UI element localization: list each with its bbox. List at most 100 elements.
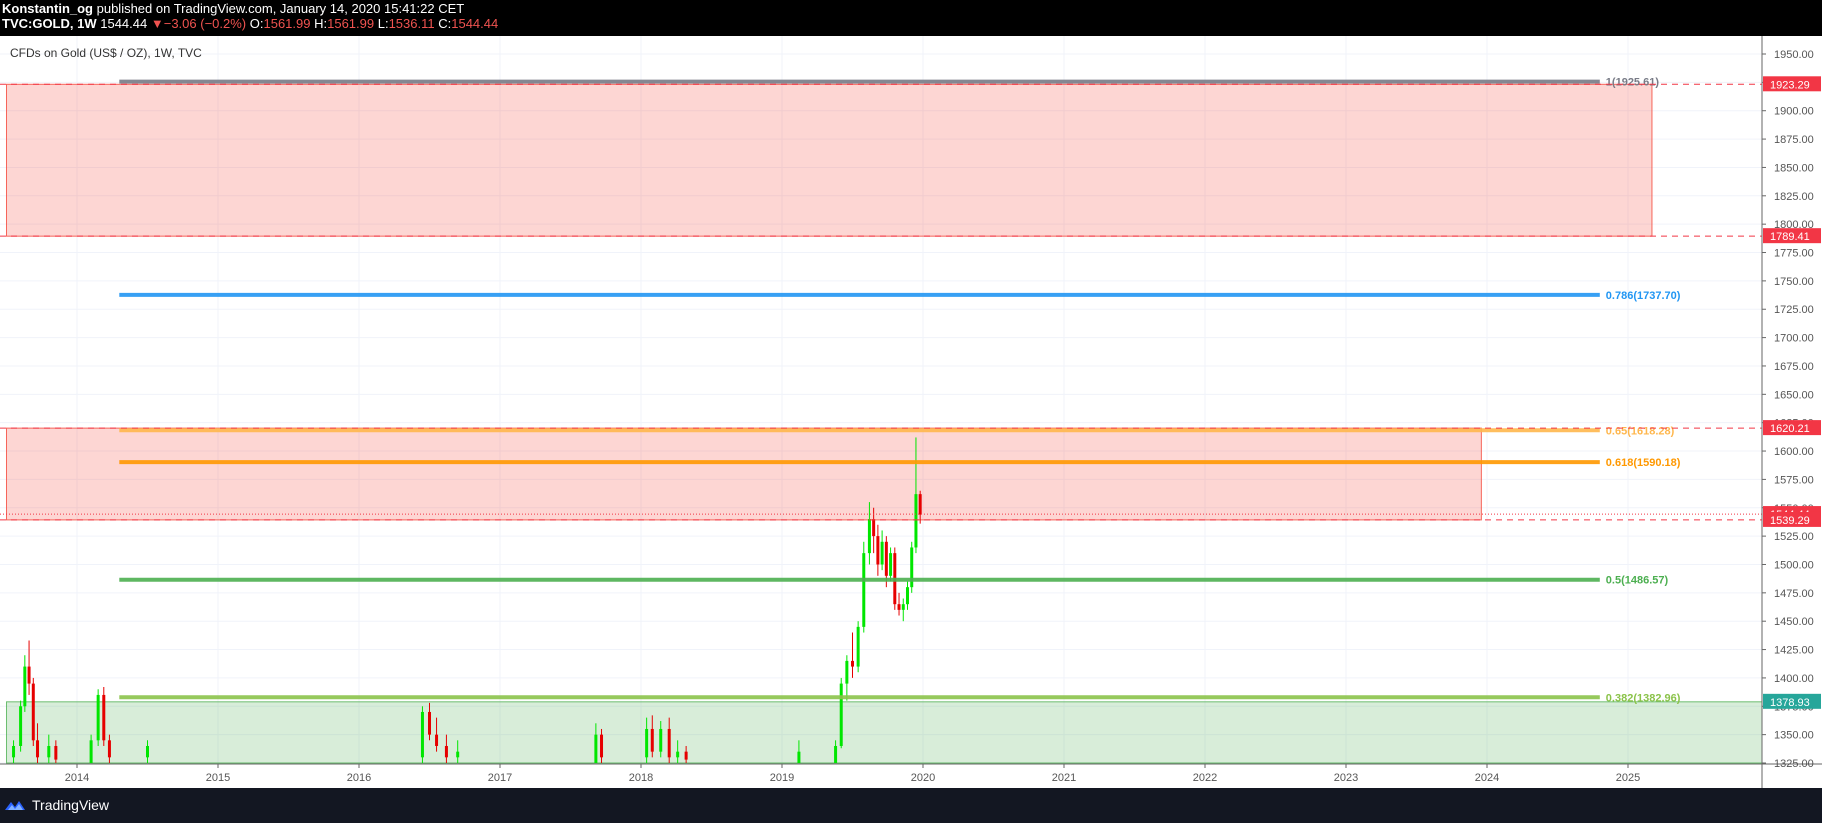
x-tick-label: 2016 xyxy=(347,772,371,784)
fib-label-5: 0.382(1382.96) xyxy=(1606,692,1681,704)
price-chart[interactable]: 1(1925.61) 0.786(1737.70) 0.65(1618.28) 0.6… xyxy=(0,36,1822,788)
candle-body xyxy=(47,745,51,758)
x-tick-label: 2023 xyxy=(1334,772,1358,784)
chart-title: CFDs on Gold (US$ / OZ), 1W, TVC xyxy=(10,46,202,60)
candle-body xyxy=(905,587,909,605)
zone-box-1 xyxy=(6,427,1482,521)
y-tick-label: 1875.00 xyxy=(1774,134,1814,146)
x-tick-label: 2015 xyxy=(206,772,230,784)
candle-body xyxy=(650,728,654,752)
candle-body xyxy=(107,740,111,758)
candle-body xyxy=(872,519,876,537)
close-label: C: xyxy=(438,16,452,31)
y-tick-label: 1675.00 xyxy=(1774,361,1814,373)
x-tick-label: 2021 xyxy=(1052,772,1076,784)
y-tick-label: 1825.00 xyxy=(1774,191,1814,203)
zone-box-2 xyxy=(6,701,1763,764)
candle-body xyxy=(12,745,16,758)
candle-body xyxy=(31,683,35,741)
low-label: L: xyxy=(377,16,389,31)
candle-body xyxy=(676,751,680,758)
price-label-2: 1620.21 xyxy=(1770,423,1810,435)
low-value: 1536.11 xyxy=(388,16,435,31)
candle-body xyxy=(901,604,905,610)
x-tick-label: 2017 xyxy=(488,772,512,784)
y-tick-label: 1450.00 xyxy=(1774,616,1814,628)
price-label-bg-4 xyxy=(1763,511,1821,527)
close-value: 1544.44 xyxy=(451,16,499,31)
open-label: O: xyxy=(249,16,264,31)
candle-body xyxy=(851,660,854,667)
candle-body xyxy=(146,745,149,758)
candle-body xyxy=(839,683,843,746)
candle-body xyxy=(659,728,663,752)
y-tick-label: 1475.00 xyxy=(1774,588,1814,600)
chart-area[interactable]: 1(1925.61) 0.786(1737.70) 0.65(1618.28) 0.6… xyxy=(0,36,1822,788)
x-tick-label: 2024 xyxy=(1475,772,1499,784)
candle-body xyxy=(667,728,671,758)
tradingview-brand: TradingView xyxy=(32,797,110,813)
y-tick-label: 1700.00 xyxy=(1774,333,1814,345)
tradingview-logo-icon xyxy=(5,801,25,810)
fib-label-1: 0.786(1737.70) xyxy=(1606,290,1681,302)
candle-body xyxy=(594,734,598,763)
candle-body xyxy=(444,745,448,758)
y-tick-label: 1650.00 xyxy=(1774,389,1814,401)
y-tick-label: 1325.00 xyxy=(1774,758,1814,770)
x-tick-label: 2022 xyxy=(1193,772,1217,784)
price-label-bg-5 xyxy=(1763,693,1821,709)
candle-body xyxy=(856,626,860,667)
fib-label-3: 0.618(1590.18) xyxy=(1606,457,1681,469)
x-tick-label: 2019 xyxy=(770,772,794,784)
candle-body xyxy=(914,494,918,548)
candle-body xyxy=(910,547,914,588)
fib-label-2: 0.65(1618.28) xyxy=(1606,425,1675,437)
price-axis-bg xyxy=(1762,36,1822,788)
price-label-5: 1378.93 xyxy=(1770,697,1810,709)
candle-body xyxy=(880,541,884,565)
candle-body xyxy=(428,711,431,735)
y-tick-label: 1775.00 xyxy=(1774,248,1814,260)
y-tick-label: 1350.00 xyxy=(1774,730,1814,742)
y-tick-label: 1575.00 xyxy=(1774,474,1814,486)
publish-date: published on TradingView.com, January 14… xyxy=(93,1,465,16)
y-tick-label: 1725.00 xyxy=(1774,304,1814,316)
price-label-1: 1789.41 xyxy=(1770,231,1810,243)
x-tick-label: 2014 xyxy=(65,772,89,784)
fib-label-4: 0.5(1486.57) xyxy=(1606,575,1669,587)
candle-body xyxy=(96,694,100,741)
price-label-0: 1923.29 xyxy=(1770,79,1810,91)
change-arrow-icon: ▼ xyxy=(150,16,164,31)
open-value: 1561.99 xyxy=(263,16,311,31)
candle-body xyxy=(89,740,93,763)
tradingview-branding[interactable]: TradingView xyxy=(4,797,109,813)
candle-body xyxy=(684,751,688,760)
candle-body xyxy=(867,519,871,554)
high-label: H: xyxy=(314,16,328,31)
candle-body xyxy=(918,494,922,515)
last-price: 1544.44 xyxy=(100,16,148,31)
price-label-bg-1 xyxy=(1763,228,1821,244)
candle-body xyxy=(834,745,838,763)
symbol-label: TVC:GOLD, 1W xyxy=(2,16,97,31)
candle-body xyxy=(23,666,27,707)
candle-body xyxy=(845,660,849,684)
price-label-4: 1539.29 xyxy=(1770,515,1810,527)
x-tick-label: 2018 xyxy=(629,772,653,784)
y-tick-label: 1950.00 xyxy=(1774,49,1814,61)
high-value: 1561.99 xyxy=(327,16,375,31)
candle-body xyxy=(102,694,106,741)
fib-label-0: 1(1925.61) xyxy=(1606,77,1660,89)
y-tick-label: 1425.00 xyxy=(1774,645,1814,657)
candle-body xyxy=(876,536,880,565)
author-name[interactable]: Konstantin_og xyxy=(2,1,93,16)
candle-body xyxy=(19,706,23,746)
candle-body xyxy=(54,745,58,760)
publish-header: Konstantin_og published on TradingView.c… xyxy=(0,0,1822,36)
candle-body xyxy=(420,711,424,758)
y-tick-label: 1525.00 xyxy=(1774,531,1814,543)
y-tick-label: 1800.00 xyxy=(1774,219,1814,231)
x-tick-label: 2020 xyxy=(911,772,935,784)
publish-info: Konstantin_og published on TradingView.c… xyxy=(2,1,464,17)
y-tick-label: 1600.00 xyxy=(1774,446,1814,458)
